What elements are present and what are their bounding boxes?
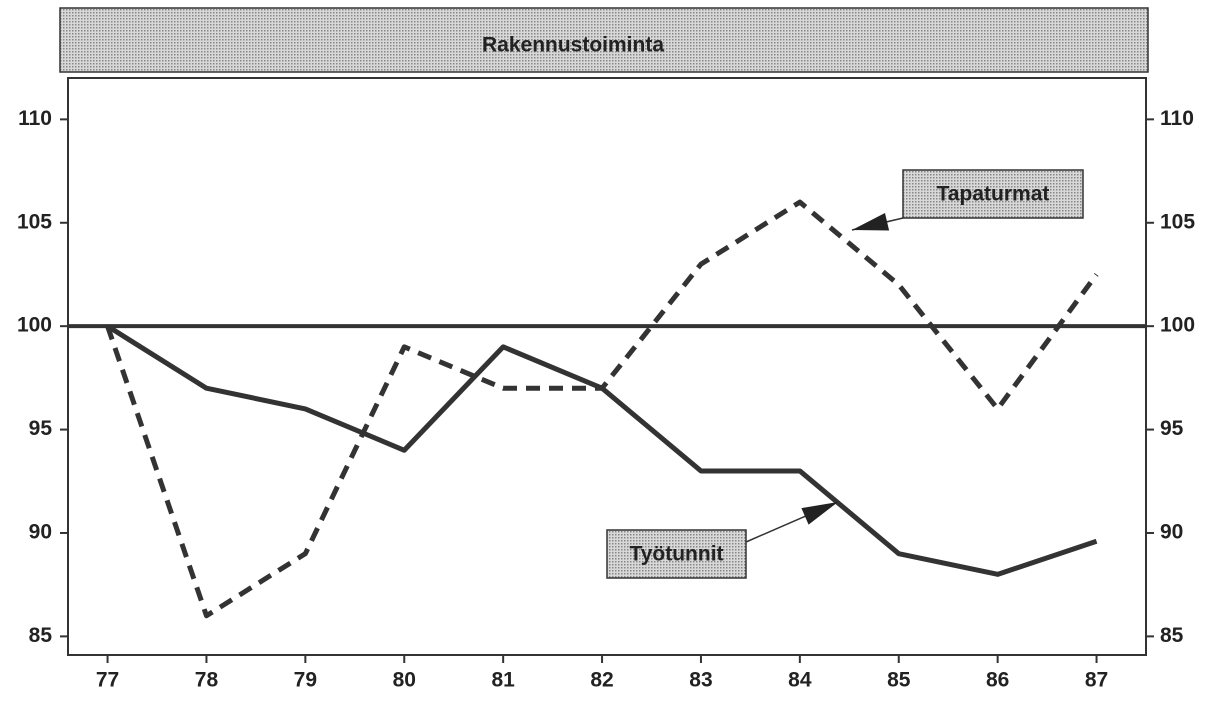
- y-tick-label: 100: [17, 314, 52, 337]
- x-tick-label: 82: [590, 669, 613, 692]
- annotation-box: [902, 169, 1084, 219]
- annotation-box: [606, 529, 747, 579]
- series-line: [106, 324, 1098, 577]
- x-tick-label: 77: [96, 669, 119, 692]
- y2-tick-label: 85: [1160, 624, 1184, 647]
- x-tick-label: 85: [887, 669, 911, 692]
- x-tick-label: 87: [1085, 669, 1108, 692]
- annotation-label: Työtunnit: [629, 543, 723, 566]
- x-tick-label: 86: [986, 669, 1009, 692]
- y-tick-label: 110: [18, 107, 52, 130]
- series-line: [105, 199, 1099, 619]
- x-tick-label: 78: [195, 669, 219, 692]
- x-tick-label: 84: [788, 669, 812, 692]
- y2-tick-label: 100: [1160, 314, 1195, 337]
- annotation-label: Tapaturmat: [937, 183, 1050, 206]
- y-tick-label: 90: [29, 521, 52, 544]
- y2-tick-label: 110: [1160, 107, 1194, 130]
- y2-tick-label: 90: [1160, 521, 1183, 544]
- y-tick-label: 85: [29, 624, 53, 647]
- x-tick-label: 80: [393, 669, 416, 692]
- x-tick-label: 81: [491, 669, 515, 692]
- x-tick-label: 83: [689, 669, 712, 692]
- plot-frame: [67, 77, 1147, 656]
- chart-title: Rakennustoiminta: [482, 34, 664, 57]
- x-tick-label: 79: [294, 669, 317, 692]
- y2-tick-label: 95: [1160, 417, 1184, 440]
- y2-tick-label: 105: [1160, 210, 1195, 233]
- annotation-arrowhead: [801, 502, 838, 525]
- y-tick-label: 95: [29, 417, 53, 440]
- title-box: [59, 7, 1149, 73]
- annotation-arrowhead: [852, 212, 890, 231]
- y-tick-label: 105: [17, 210, 52, 233]
